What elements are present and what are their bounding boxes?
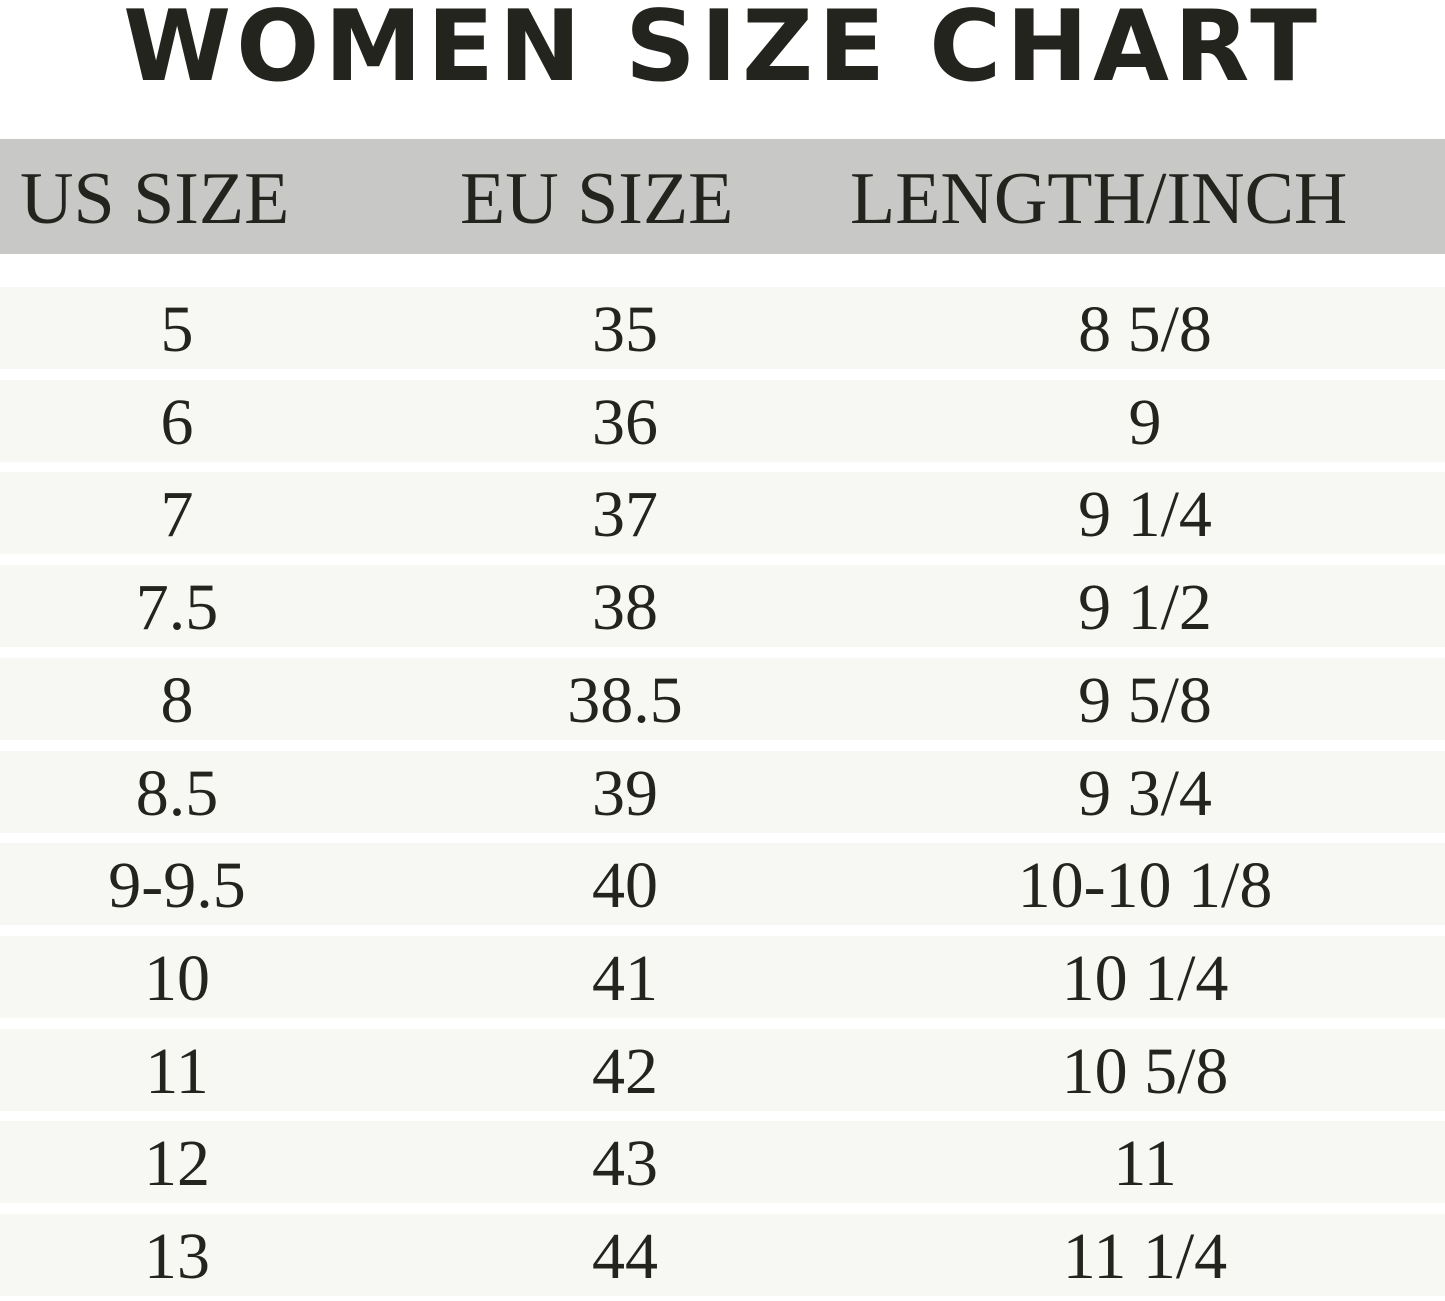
eu-size-cell: 37: [592, 478, 658, 552]
length-inch-cell: 11: [1113, 1127, 1177, 1201]
us-size-cell: 9-9.5: [108, 849, 246, 923]
us-size-cell: 7: [160, 478, 194, 552]
length-inch-cell: 9 1/2: [1078, 571, 1212, 645]
length-inch-cell: 10 5/8: [1061, 1034, 1229, 1108]
length-inch-cell: 10 1/4: [1061, 941, 1229, 1015]
eu-size-cell: 35: [592, 293, 658, 366]
table-row: 12 43 11: [0, 1121, 1445, 1204]
table-row: 11 42 10 5/8: [0, 1028, 1445, 1111]
eu-size-cell: 38: [592, 571, 658, 645]
table-row: 6 36 9: [0, 379, 1445, 462]
header-eu-size: EU SIZE: [460, 158, 734, 240]
table-row: 8.5 39 9 3/4: [0, 750, 1445, 833]
table-row: 13 44 11 1/4: [0, 1214, 1445, 1296]
eu-size-cell: 43: [592, 1127, 658, 1201]
table-row: 9-9.5 40 10-10 1/8: [0, 843, 1445, 926]
us-size-cell: 11: [145, 1034, 209, 1108]
us-size-cell: 5: [160, 293, 194, 366]
eu-size-cell: 36: [592, 385, 658, 459]
length-inch-cell: 9 3/4: [1078, 756, 1212, 830]
us-size-cell: 10: [144, 941, 210, 1015]
table-row: 7 37 9 1/4: [0, 472, 1445, 555]
eu-size-cell: 39: [592, 756, 658, 830]
length-inch-cell: 9 5/8: [1078, 663, 1212, 737]
eu-size-cell: 44: [592, 1220, 658, 1293]
eu-size-cell: 40: [592, 849, 658, 923]
length-inch-cell: 10-10 1/8: [1017, 849, 1273, 923]
table-row: 10 41 10 1/4: [0, 935, 1445, 1018]
table-header: US SIZE EU SIZE LENGTH/INCH: [0, 139, 1445, 254]
us-size-cell: 13: [144, 1220, 210, 1293]
table-row: 7.5 38 9 1/2: [0, 565, 1445, 648]
eu-size-cell: 42: [592, 1034, 658, 1108]
length-inch-cell: 9: [1128, 385, 1162, 459]
chart-title: WOMEN SIZE CHART: [123, 0, 1322, 104]
us-size-cell: 7.5: [135, 571, 219, 645]
length-inch-cell: 8 5/8: [1078, 293, 1212, 366]
us-size-cell: 12: [144, 1127, 210, 1201]
table-row: 5 35 8 5/8: [0, 287, 1445, 369]
length-inch-cell: 9 1/4: [1078, 478, 1212, 552]
length-inch-cell: 11 1/4: [1062, 1220, 1228, 1293]
us-size-cell: 8.5: [135, 756, 219, 830]
eu-size-cell: 38.5: [567, 663, 683, 737]
header-us-size: US SIZE: [20, 158, 290, 240]
us-size-cell: 6: [160, 385, 194, 459]
header-length-inch: LENGTH/INCH: [850, 158, 1348, 240]
table-row: 8 38.5 9 5/8: [0, 657, 1445, 740]
us-size-cell: 8: [160, 663, 194, 737]
eu-size-cell: 41: [592, 941, 658, 1015]
